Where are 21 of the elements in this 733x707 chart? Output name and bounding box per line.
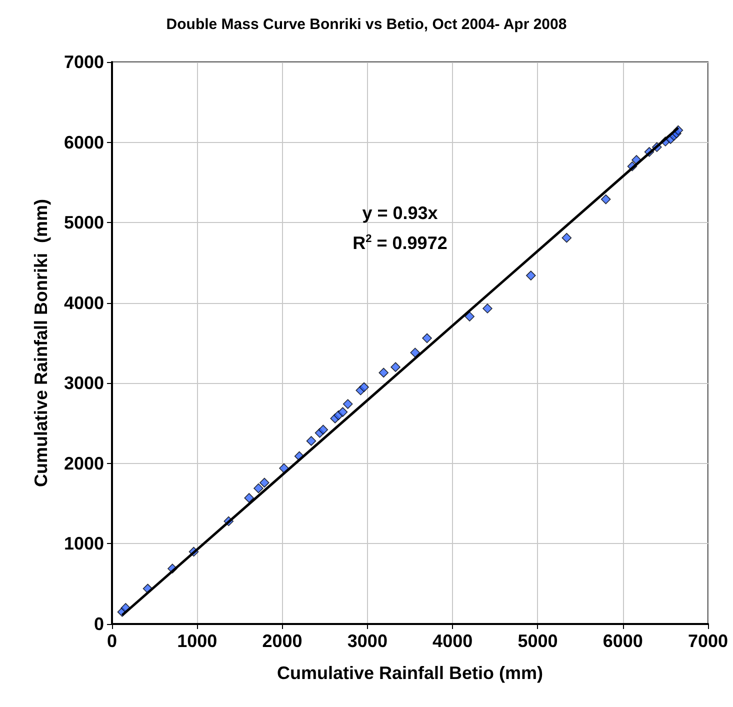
x-axis-title: Cumulative Rainfall Betio (mm) bbox=[276, 663, 544, 683]
x-tick-label: 7000 bbox=[688, 631, 728, 651]
annotation: R$^{2}$ = 0.9972 bbox=[352, 232, 448, 255]
x-tick-label: 0 bbox=[106, 631, 118, 651]
chart-title: Double Mass Curve Bonriki vs Betio, Oct 2004- Apr 2008 bbox=[166, 16, 567, 33]
x-tick-label: 4000 bbox=[432, 631, 473, 651]
y-tick-label: 6000 bbox=[64, 132, 104, 152]
x-tick-label: 6000 bbox=[602, 631, 643, 651]
y-tick-label: 2000 bbox=[64, 453, 104, 474]
y-tick-label: 3000 bbox=[64, 373, 104, 394]
y-tick-label: 1000 bbox=[64, 534, 104, 554]
y-tick-label: 4000 bbox=[64, 292, 104, 313]
y-tick-label: 7000 bbox=[64, 52, 104, 72]
x-tick-label: 2000 bbox=[262, 631, 302, 651]
y-tick-label: 0 bbox=[94, 614, 104, 634]
x-tick-label: 1000 bbox=[177, 631, 218, 651]
x-tick-label: 3000 bbox=[347, 631, 388, 651]
x-tick-label: 5000 bbox=[518, 631, 558, 651]
annotation: y = 0.93x bbox=[361, 202, 439, 225]
y-tick-label: 5000 bbox=[64, 212, 104, 233]
y-axis-title: Cumulative Rainfall Bonriki (mm) bbox=[31, 198, 51, 488]
